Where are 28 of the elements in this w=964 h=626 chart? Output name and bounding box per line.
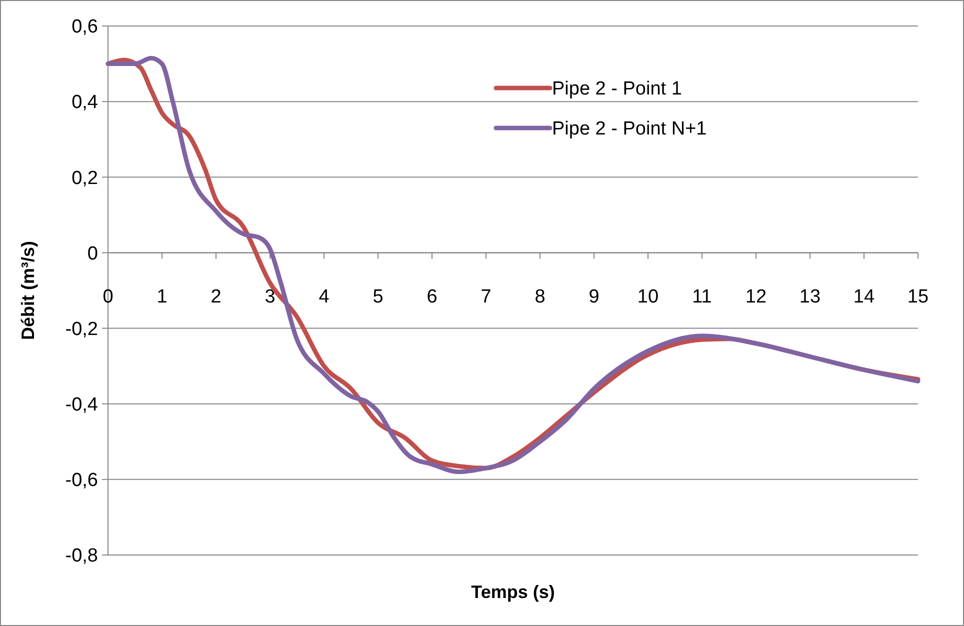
y-tick-label: 0 bbox=[87, 243, 98, 264]
y-tick-label: 0,6 bbox=[72, 16, 98, 38]
x-tick-label: 8 bbox=[534, 286, 546, 308]
x-tick-label: 0 bbox=[102, 286, 114, 308]
x-tick-label: 12 bbox=[745, 286, 767, 308]
y-tick-label: -0,8 bbox=[65, 546, 98, 567]
legend-label: Pipe 2 - Point 1 bbox=[552, 78, 682, 100]
y-tick-label: -0,4 bbox=[65, 394, 98, 416]
x-tick-label: 1 bbox=[156, 286, 168, 308]
x-tick-label: 4 bbox=[318, 286, 330, 308]
x-tick-label: 10 bbox=[637, 286, 659, 308]
x-tick-label: 9 bbox=[588, 286, 600, 308]
x-tick-label: 2 bbox=[210, 286, 222, 308]
x-tick-label: 13 bbox=[799, 286, 821, 308]
y-tick-label: 0,4 bbox=[72, 92, 98, 114]
x-tick-label: 11 bbox=[692, 286, 712, 308]
y-tick-label: -0,6 bbox=[65, 470, 98, 492]
x-tick-label: 7 bbox=[480, 286, 492, 308]
x-tick-label: 5 bbox=[372, 286, 384, 308]
x-tick-label: 6 bbox=[426, 286, 438, 308]
legend-label: Pipe 2 - Point N+1 bbox=[552, 118, 707, 140]
x-tick-label: 15 bbox=[907, 286, 929, 308]
y-tick-label: -0,2 bbox=[65, 318, 98, 340]
x-tick-label: 14 bbox=[853, 286, 875, 308]
x-tick-label: 3 bbox=[264, 286, 276, 308]
x-axis-title: Temps (s) bbox=[471, 582, 555, 602]
y-tick-label: 0,2 bbox=[72, 168, 98, 189]
y-axis-title: Débit (m³/s) bbox=[18, 240, 38, 340]
